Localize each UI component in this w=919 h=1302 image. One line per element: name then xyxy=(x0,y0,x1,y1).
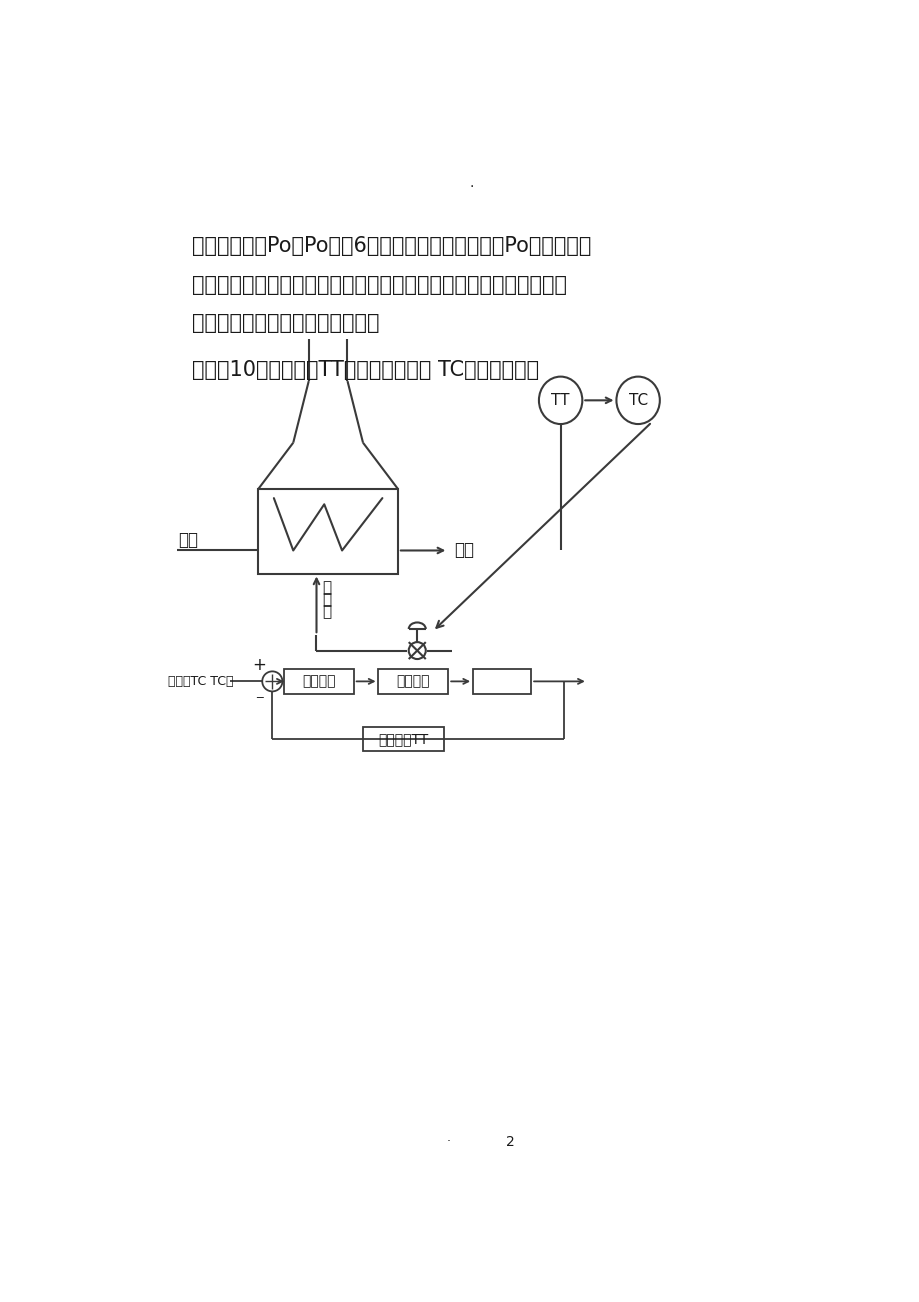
Text: 控制器TC TC控: 控制器TC TC控 xyxy=(167,674,233,687)
Text: ·: · xyxy=(446,1135,449,1148)
Bar xyxy=(284,669,353,694)
Bar xyxy=(258,488,397,574)
Text: ·: · xyxy=(469,180,473,194)
Text: ─: ─ xyxy=(255,693,262,703)
Text: 率放大后输出Po，Po送至6所产生向上的负反应力，Po同时送至正: 率放大后输出Po，Po送至6所产生向上的负反应力，Po同时送至正 xyxy=(192,237,591,256)
Bar xyxy=(472,669,530,694)
Bar xyxy=(378,669,448,694)
Text: 进料: 进料 xyxy=(178,531,199,548)
Text: 反应波纹管产生向上的正反应力，以抵消一局部负反应的影响。因而: 反应波纹管产生向上的正反应力，以抵消一局部负反应的影响。因而 xyxy=(192,275,567,294)
Bar xyxy=(363,727,444,751)
Text: 油: 油 xyxy=(323,604,332,620)
Text: 出料: 出料 xyxy=(454,542,474,560)
Text: 测量变送TT: 测量变送TT xyxy=(378,732,428,746)
Text: TT: TT xyxy=(550,393,569,408)
Text: 料: 料 xyxy=(323,592,332,607)
Text: 燃: 燃 xyxy=(323,579,332,595)
Text: 2: 2 xyxy=(505,1135,514,1148)
Text: +: + xyxy=(252,656,266,674)
Text: 被控对象: 被控对象 xyxy=(301,674,335,689)
Text: 六．（10分）如图：TT为温度变送器、 TC为温度调节器: 六．（10分）如图：TT为温度变送器、 TC为温度调节器 xyxy=(192,359,539,379)
Text: 被控变量: 被控变量 xyxy=(396,674,430,689)
Text: TC: TC xyxy=(628,393,647,408)
Text: 不需要太大的力就可以到达平衡。: 不需要太大的力就可以到达平衡。 xyxy=(192,314,380,333)
